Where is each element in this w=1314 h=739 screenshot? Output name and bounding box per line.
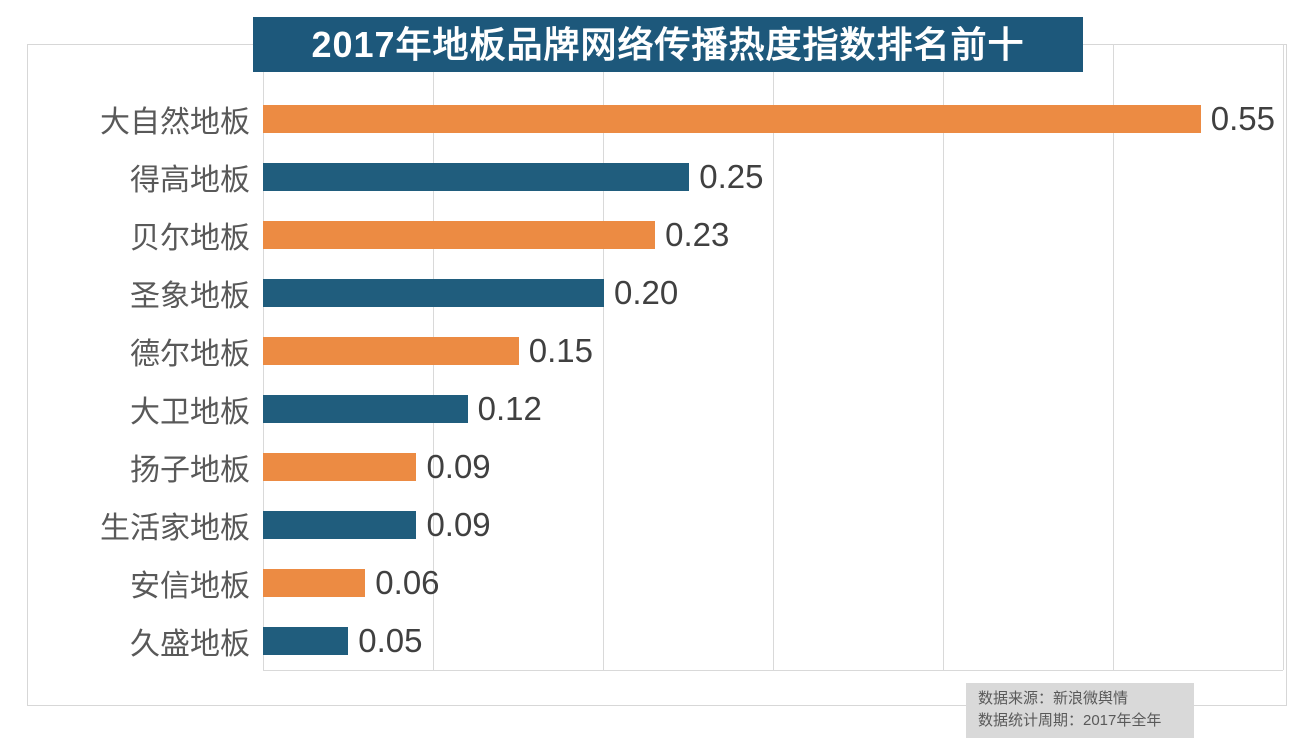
bar-track: 0.25 [263, 148, 1286, 206]
data-period-line: 数据统计周期：2017年全年 [978, 711, 1162, 729]
bar-row: 贝尔地板 0.23 [28, 206, 1286, 264]
category-label: 贝尔地板 [130, 222, 250, 255]
chart-frame [27, 44, 1287, 706]
value-label: 0.15 [528, 332, 593, 369]
category-label: 大卫地板 [130, 396, 250, 429]
gridline [603, 44, 604, 670]
bar-生活家地板 [263, 511, 417, 539]
bar-row: 久盛地板 0.05 [28, 612, 1286, 670]
data-source-line: 数据来源：新浪微舆情 [978, 690, 1129, 707]
bar-rows: 大自然地板 0.55 得高地板 0.25 贝尔地板 0.23 圣象地板 0.20 德尔地板 0.1… [28, 90, 1286, 670]
bar-row: 大自然地板 0.55 [28, 90, 1286, 148]
bar-安信地板 [263, 569, 366, 597]
bar-row: 生活家地板 0.09 [28, 496, 1286, 554]
gridline [1283, 44, 1284, 670]
data-source-note: 数据来源：新浪微舆情 数据统计周期：2017年全年 [966, 683, 1194, 738]
value-label: 0.55 [1210, 100, 1275, 137]
bar-track: 0.23 [263, 206, 1286, 264]
gridline [943, 44, 944, 670]
value-label: 0.12 [477, 390, 542, 427]
value-label: 0.06 [375, 564, 440, 601]
bar-track: 0.05 [263, 612, 1286, 670]
bar-大自然地板 [263, 105, 1201, 133]
bar-track: 0.55 [263, 90, 1286, 148]
bar-扬子地板 [263, 453, 417, 481]
gridline [1113, 44, 1114, 670]
bar-大卫地板 [263, 395, 468, 423]
bar-track: 0.09 [263, 438, 1286, 496]
bar-久盛地板 [263, 627, 349, 655]
bar-row: 圣象地板 0.20 [28, 264, 1286, 322]
category-label: 扬子地板 [130, 454, 250, 487]
bar-row: 大卫地板 0.12 [28, 380, 1286, 438]
value-label: 0.09 [426, 448, 491, 485]
bar-track: 0.20 [263, 264, 1286, 322]
bar-row: 扬子地板 0.09 [28, 438, 1286, 496]
value-label: 0.25 [699, 158, 764, 195]
chart-title: 2017年地板品牌网络传播热度指数排名前十 [253, 17, 1083, 72]
value-label: 0.20 [614, 274, 679, 311]
bar-圣象地板 [263, 279, 604, 307]
category-label: 久盛地板 [130, 628, 250, 661]
bar-track: 0.12 [263, 380, 1286, 438]
value-label: 0.23 [665, 216, 730, 253]
bar-row: 德尔地板 0.15 [28, 322, 1286, 380]
bar-track: 0.15 [263, 322, 1286, 380]
bar-track: 0.09 [263, 496, 1286, 554]
bar-德尔地板 [263, 337, 519, 365]
category-label: 得高地板 [130, 164, 250, 197]
category-label: 圣象地板 [130, 280, 250, 313]
bar-贝尔地板 [263, 221, 656, 249]
bar-得高地板 [263, 163, 690, 191]
category-label: 德尔地板 [130, 338, 250, 371]
bar-row: 得高地板 0.25 [28, 148, 1286, 206]
category-label: 大自然地板 [100, 106, 250, 139]
category-label: 生活家地板 [100, 512, 250, 545]
chart-title-text: 2017年地板品牌网络传播热度指数排名前十 [311, 24, 1025, 65]
value-label: 0.09 [426, 506, 491, 543]
gridline [773, 44, 774, 670]
value-label: 0.05 [358, 622, 423, 659]
category-label: 安信地板 [130, 570, 250, 603]
bar-track: 0.06 [263, 554, 1286, 612]
bar-row: 安信地板 0.06 [28, 554, 1286, 612]
